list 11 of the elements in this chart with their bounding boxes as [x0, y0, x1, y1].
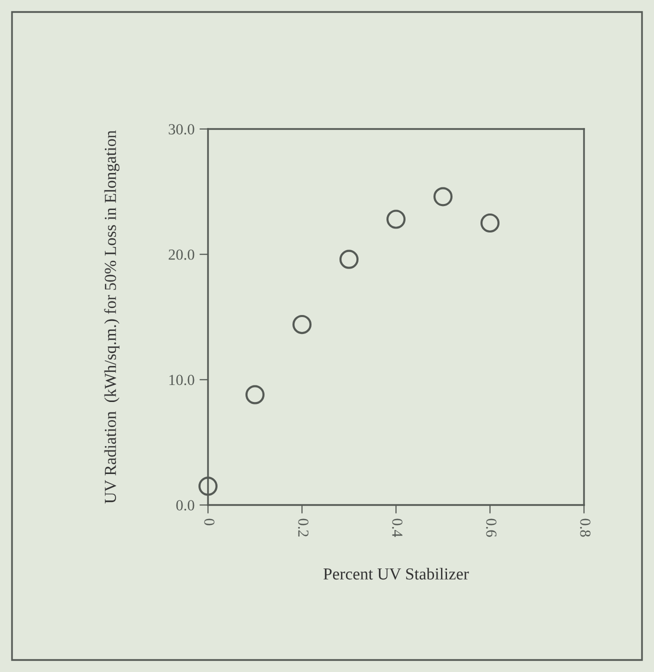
- x-tick-label: 0: [204, 518, 214, 526]
- x-tick-label: 0.2: [298, 518, 308, 536]
- y-tick-label: 30.0: [168, 124, 194, 135]
- x-tick-label: 0.6: [486, 518, 496, 537]
- y-axis-title: UV Radiation (kWh/sq.m.) for 50% Loss in Elongation: [104, 130, 120, 504]
- y-tick-label: 0.0: [176, 500, 194, 511]
- y-tick-label: 10.0: [169, 374, 194, 386]
- y-tick-label: 20.0: [168, 249, 194, 260]
- x-tick-label: 0.4: [392, 518, 402, 538]
- x-axis-title: Percent UV Stabilizer: [324, 568, 469, 580]
- x-tick-label: 0.8: [580, 518, 590, 537]
